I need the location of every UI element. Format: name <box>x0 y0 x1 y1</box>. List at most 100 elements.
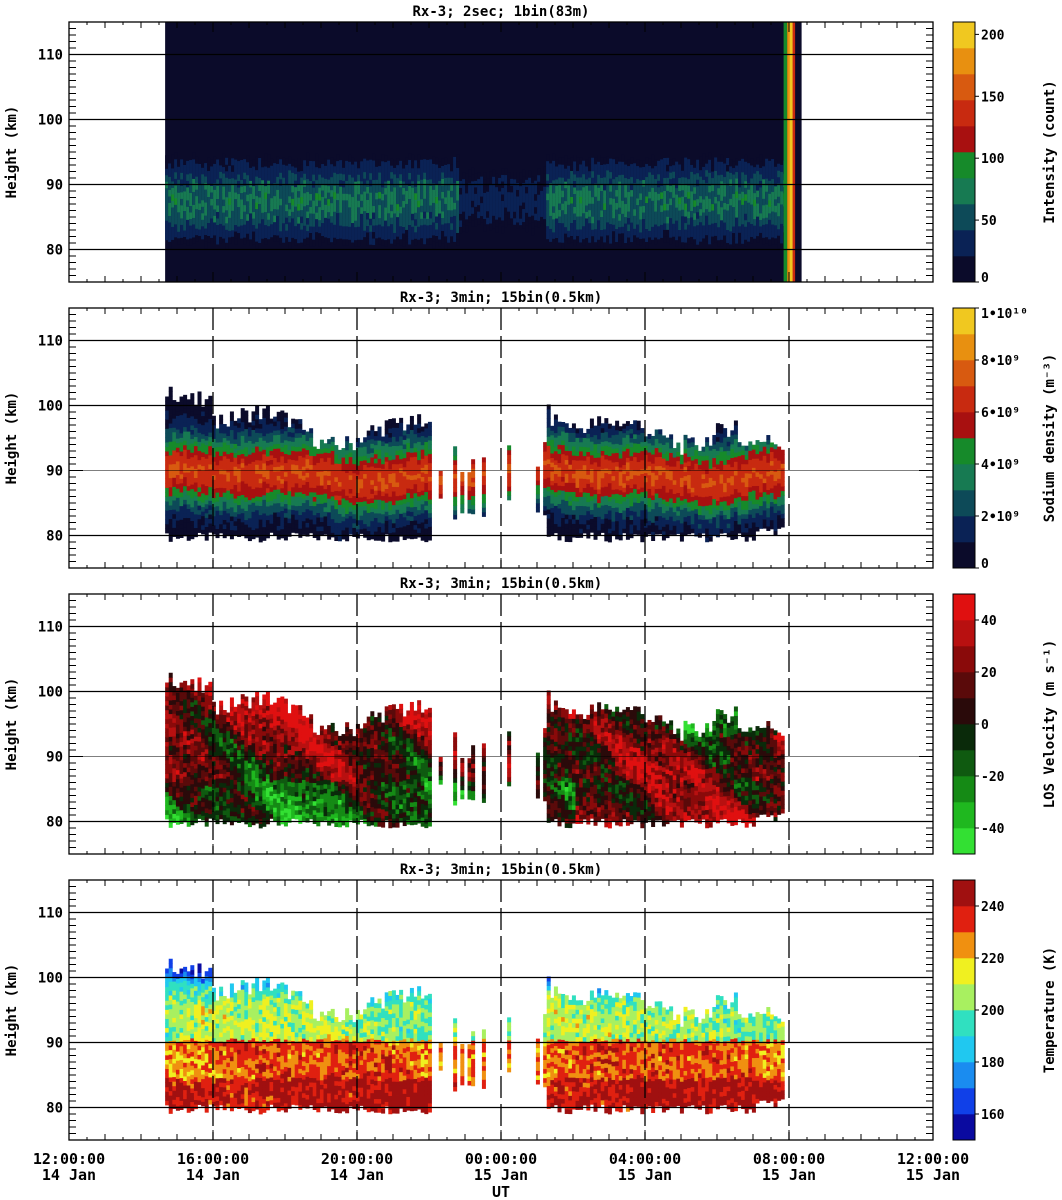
data-cell <box>294 501 299 507</box>
intensity-cell <box>432 221 436 229</box>
data-cell <box>323 525 328 531</box>
data-cell <box>305 477 310 482</box>
data-cell <box>481 461 486 467</box>
intensity-cell <box>228 223 232 231</box>
intensity-cell <box>372 160 376 168</box>
intensity-cell <box>645 235 649 243</box>
intensity-cell <box>636 198 640 206</box>
intensity-cell <box>699 208 703 216</box>
data-cell <box>312 519 317 525</box>
chart-title: Rx-3; 3min; 15bin(0.5km) <box>400 290 602 306</box>
intensity-cell <box>714 183 718 191</box>
data-cell <box>204 508 209 514</box>
intensity-cell <box>192 158 196 166</box>
data-cell <box>215 496 220 502</box>
data-cell <box>427 526 432 532</box>
intensity-cell <box>597 200 601 208</box>
data-cell <box>359 497 364 503</box>
intensity-cell <box>291 165 295 173</box>
data-cell <box>409 420 414 426</box>
data-cell <box>190 434 195 440</box>
intensity-cell <box>624 177 628 185</box>
data-cell <box>413 492 418 498</box>
data-cell <box>283 476 288 482</box>
data-cell <box>399 477 404 482</box>
data-cell <box>183 526 188 532</box>
intensity-cell <box>318 232 322 240</box>
intensity-cell <box>255 228 259 236</box>
data-cell <box>316 457 321 463</box>
intensity-cell <box>291 178 295 186</box>
intensity-cell <box>618 239 622 247</box>
data-cell <box>438 480 443 485</box>
data-cell <box>359 510 364 516</box>
intensity-cell <box>240 179 244 187</box>
intensity-cell <box>384 161 388 169</box>
intensity-cell <box>213 195 217 203</box>
intensity-cell <box>735 204 739 212</box>
intensity-cell <box>633 176 637 184</box>
intensity-cell <box>477 211 481 219</box>
data-cell <box>208 491 213 497</box>
intensity-cell <box>468 189 472 197</box>
data-cell <box>381 468 386 474</box>
intensity-cell <box>687 165 691 173</box>
data-cell <box>363 482 368 488</box>
data-cell <box>575 505 580 511</box>
intensity-cell <box>456 167 460 175</box>
data-cell <box>568 523 573 529</box>
data-cell <box>294 451 299 457</box>
intensity-cell <box>528 209 532 217</box>
data-cell <box>215 478 220 484</box>
intensity-cell <box>534 219 538 227</box>
data-cell <box>413 520 418 526</box>
intensity-cell <box>417 219 421 227</box>
intensity-cell <box>552 186 556 194</box>
data-cell <box>395 504 400 510</box>
data-cell <box>287 454 292 460</box>
intensity-cell <box>420 224 424 232</box>
intensity-cell <box>711 197 715 205</box>
intensity-cell <box>480 183 484 191</box>
intensity-cell <box>591 164 595 172</box>
intensity-cell <box>387 160 391 168</box>
data-cell <box>363 446 368 452</box>
intensity-cell <box>177 231 181 239</box>
intensity-cell <box>399 225 403 233</box>
intensity-cell <box>429 217 433 225</box>
intensity-cell <box>363 230 367 238</box>
data-cell <box>262 517 267 523</box>
intensity-cell <box>363 178 367 186</box>
data-cell <box>165 469 170 475</box>
intensity-cell <box>570 209 574 217</box>
intensity-cell <box>726 222 730 230</box>
intensity-cell <box>666 216 670 224</box>
data-cell <box>345 513 350 519</box>
intensity-cell <box>285 223 289 231</box>
data-cell <box>561 508 566 514</box>
intensity-cell <box>714 202 718 210</box>
intensity-cell <box>399 212 403 220</box>
intensity-cell <box>756 229 760 237</box>
data-cell <box>175 474 180 480</box>
data-cell <box>226 481 231 487</box>
data-cell <box>309 482 314 488</box>
intensity-cell <box>258 209 262 217</box>
data-cell <box>564 459 569 465</box>
intensity-cell <box>732 193 736 201</box>
data-cell <box>399 445 404 451</box>
data-cell <box>222 424 227 429</box>
data-cell <box>190 506 195 512</box>
data-cell <box>208 495 213 501</box>
intensity-cell <box>264 211 268 219</box>
data-cell <box>287 481 292 487</box>
intensity-cell <box>384 207 388 215</box>
data-cell <box>186 531 191 537</box>
data-cell <box>204 453 209 459</box>
data-cell <box>262 422 267 428</box>
intensity-cell <box>246 155 250 163</box>
intensity-cell <box>183 164 187 172</box>
data-cell <box>265 506 270 512</box>
data-cell <box>258 432 263 438</box>
data-cell <box>352 486 357 492</box>
